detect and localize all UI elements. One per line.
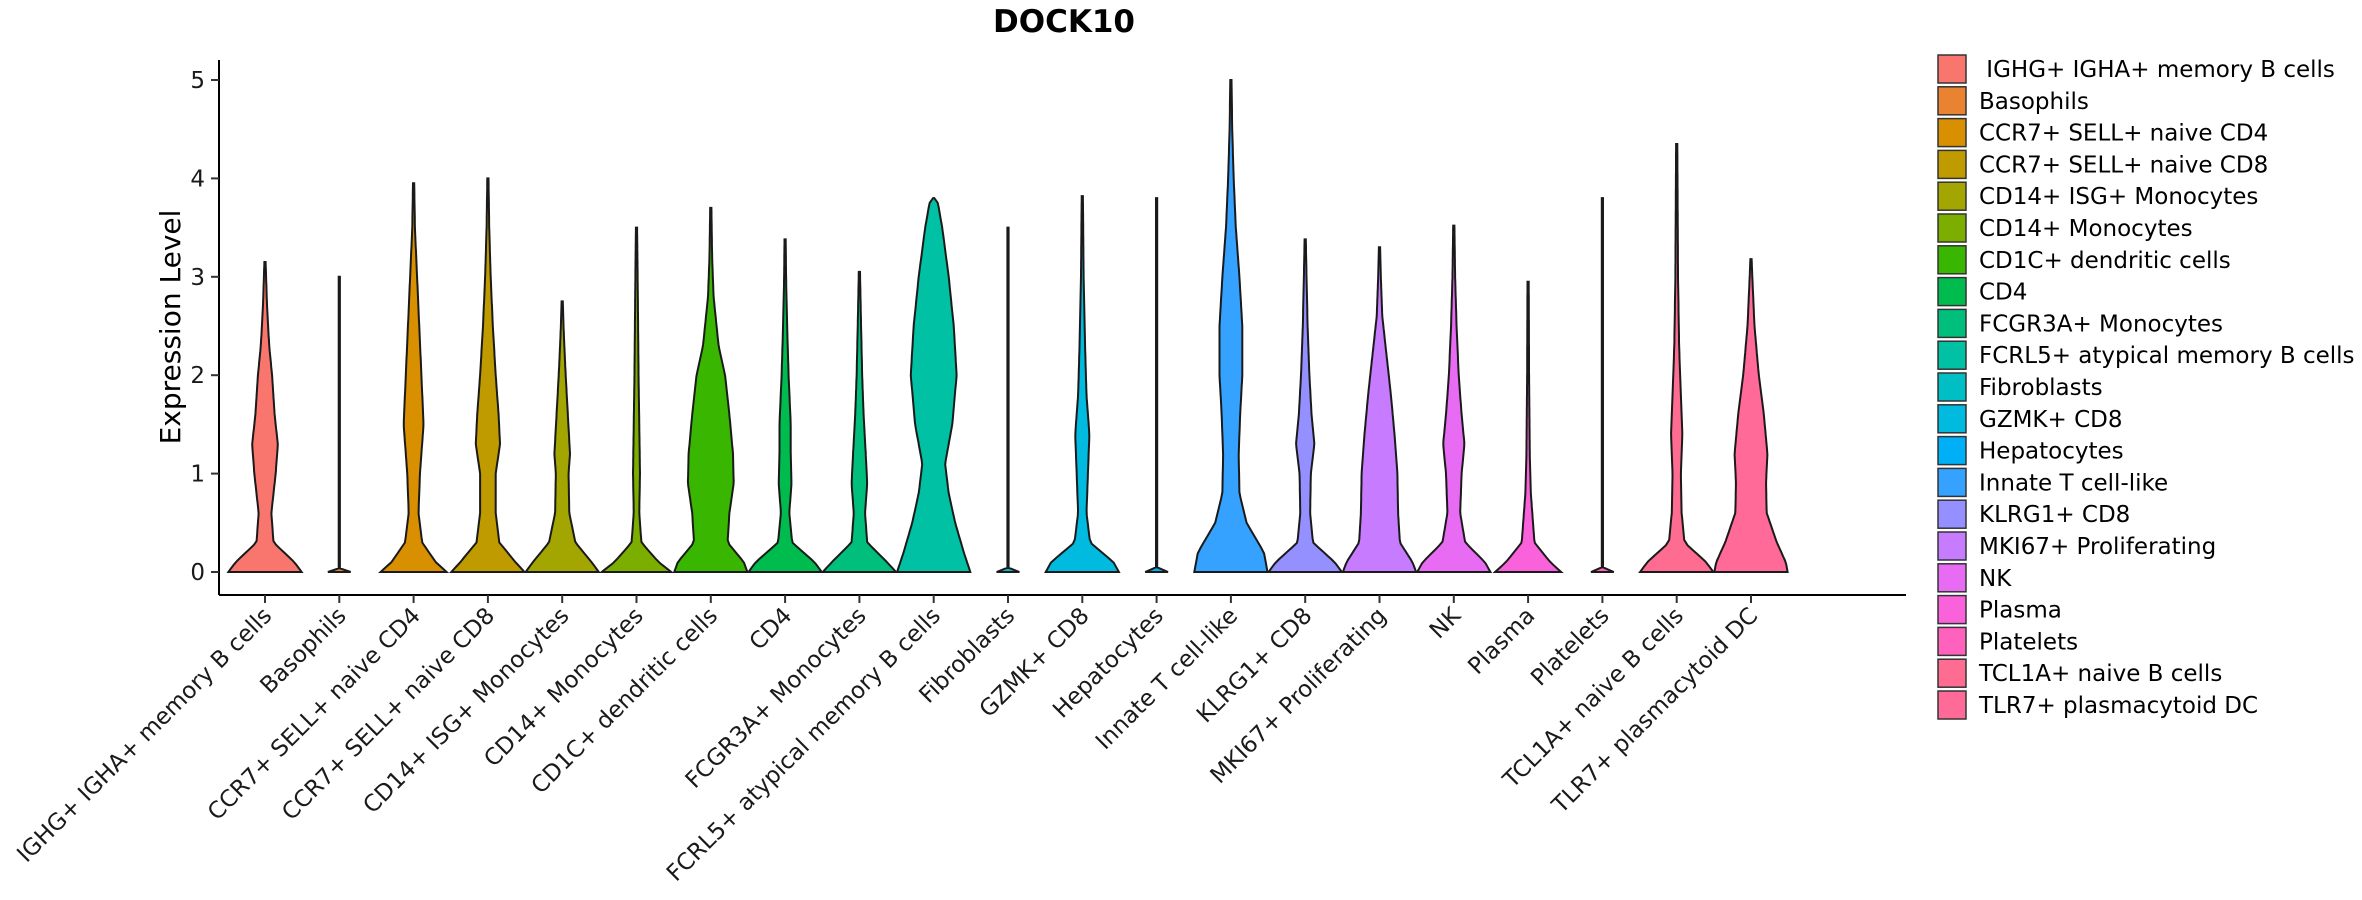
legend-key [1937,86,1967,116]
legend-key [1937,340,1967,370]
chart-title: DOCK10 [993,4,1135,40]
legend-key [1937,245,1967,275]
violin-cd4 [746,238,824,573]
legend-label: NK [1979,566,2012,592]
legend-key [1937,54,1967,84]
x-tick-label: FCRL5+ atypical memory B cells [662,603,946,887]
legend-label: CD1C+ dendritic cells [1979,248,2231,274]
legend-key [1937,435,1967,466]
legend-label: FCRL5+ atypical memory B cells [1979,343,2355,369]
violin-tcl1a-naive-b-cells [1638,143,1716,573]
legend-label: CCR7+ SELL+ naive CD4 [1979,121,2268,147]
violin-group [226,79,1789,573]
y-tick-label: 3 [190,265,205,291]
legend-key [1937,658,1967,688]
legend-label: FCGR3A+ Monocytes [1979,311,2223,337]
legend-label: GZMK+ CD8 [1979,407,2123,433]
legend-key [1937,531,1967,561]
x-tick-label: NK [1425,602,1467,644]
violin-ccr7-sell-naive-cd4 [378,182,450,573]
y-tick-label: 4 [190,166,205,192]
legend-key [1937,213,1967,243]
legend-label: TCL1A+ naive B cells [1978,661,2222,687]
violin-gzmk-cd8 [1044,195,1121,573]
x-axis: IGHG+ IGHA+ memory B cellsBasophilsCCR7+… [12,594,1906,887]
violin-cd1c-dendritic-cells [672,206,749,573]
legend-key [1937,690,1967,720]
violin-klrg1-cd8 [1266,238,1344,573]
x-tick-label: CD4 [745,603,798,656]
violin-plasma [1492,280,1564,573]
legend-key [1937,372,1967,402]
y-tick-label: 0 [190,560,205,586]
legend-key [1937,308,1967,339]
legend-label: CD14+ ISG+ Monocytes [1979,184,2258,210]
legend-label: Hepatocytes [1979,439,2124,465]
legend-label: Basophils [1979,89,2089,115]
y-tick-label: 2 [190,363,205,389]
legend-key [1937,117,1967,148]
violin-hepatocytes [1144,197,1169,573]
violin-fcgr3a-monocytes [820,270,899,573]
violin-platelets [1590,197,1615,573]
violin-cd14-isg-monocytes [523,300,601,573]
legend-key [1937,626,1967,657]
violin-fcrl5-atypical-memory-b-cells [895,197,972,573]
legend-key [1937,499,1967,529]
legend-key [1937,594,1967,625]
violin-tlr7-plasmacytoid-dc [1713,258,1789,573]
y-tick-label: 1 [190,462,205,488]
y-axis-label: Expression Level [154,210,187,445]
legend-label: CCR7+ SELL+ naive CD8 [1979,152,2268,178]
legend-label: KLRG1+ CD8 [1979,502,2130,528]
violin-nk [1415,224,1493,573]
legend-label: TLR7+ plasmacytoid DC [1978,693,2258,719]
violin-ccr7-sell-naive-cd8 [449,177,527,573]
x-tick-label: Innate T cell-like [1091,603,1243,755]
legend-label: Platelets [1979,629,2078,655]
legend-key [1937,149,1967,180]
violin-basophils [327,275,352,573]
legend: IGHG+ IGHA+ memory B cells Basophils CCR7+… [1937,54,2355,720]
violin-fibroblasts [996,226,1020,573]
violin-ighg-igha-memory-b-cells [226,261,304,573]
legend-label: Fibroblasts [1979,375,2103,401]
legend-label: Innate T cell-like [1979,470,2168,496]
y-tick-label: 5 [190,68,205,94]
x-tick-label: IGHG+ IGHA+ memory B cells [12,603,277,868]
legend-label: CD4 [1979,280,2027,306]
violin-innate-t-cell-like [1193,79,1269,573]
legend-key [1937,181,1967,211]
y-axis: 0 1 2 3 4 5 [190,60,220,595]
violin-cd14-monocytes [598,226,675,573]
legend-label: CD14+ Monocytes [1979,216,2193,242]
legend-key [1937,467,1967,498]
violin-mki67-proliferating [1341,246,1418,573]
legend-key [1937,404,1967,434]
legend-label: MKI67+ Proliferating [1979,534,2216,560]
legend-label: IGHG+ IGHA+ memory B cells [1979,57,2335,83]
legend-key [1937,276,1967,307]
legend-key [1937,563,1967,593]
legend-label: Plasma [1979,598,2062,624]
x-tick-label: Plasma [1463,603,1540,680]
